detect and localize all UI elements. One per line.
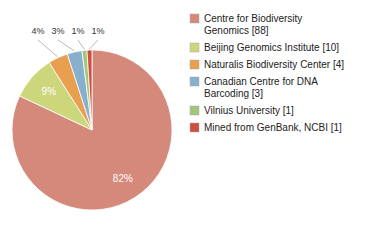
leader-line bbox=[38, 40, 58, 57]
legend-label: Canadian Centre for DNABarcoding [3] bbox=[204, 76, 318, 99]
legend-label: Mined from GenBank, NCBI [1] bbox=[204, 122, 342, 133]
pie bbox=[12, 50, 172, 210]
leader-line bbox=[78, 40, 84, 49]
leader-line bbox=[58, 40, 74, 51]
legend-swatch bbox=[190, 77, 199, 86]
data-label: 1% bbox=[71, 26, 84, 36]
legend-swatch bbox=[190, 106, 199, 115]
leader-line bbox=[89, 40, 98, 49]
legend-label: Vilnius University [1] bbox=[204, 105, 294, 116]
pie-slice bbox=[67, 51, 92, 130]
data-label: 3% bbox=[51, 26, 64, 36]
pie-slice bbox=[87, 50, 92, 130]
data-label: 82% bbox=[113, 173, 133, 184]
legend-swatch bbox=[190, 123, 199, 132]
data-labels: 82% 9% 4% 3% 1% 1% bbox=[31, 26, 132, 184]
legend-label: Beijing Genomics Institute [10] bbox=[204, 42, 339, 53]
legend-label: Naturalis Biodiversity Center [4] bbox=[204, 59, 344, 70]
legend-label: Centre for BiodiversityGenomics [88] bbox=[204, 13, 302, 36]
data-label: 1% bbox=[91, 26, 104, 36]
pie-slice bbox=[82, 50, 92, 130]
legend-swatch bbox=[190, 60, 199, 69]
chart: 82% 9% 4% 3% 1% 1% Centre for BiodiversityGeno… bbox=[0, 0, 380, 240]
data-label: 4% bbox=[31, 26, 44, 36]
legend: Centre for BiodiversityGenomics [88] Beij… bbox=[190, 13, 344, 133]
data-label: 9% bbox=[42, 86, 57, 97]
legend-swatch bbox=[190, 14, 199, 23]
pie-slice bbox=[12, 50, 172, 210]
legend-swatch bbox=[190, 43, 199, 52]
